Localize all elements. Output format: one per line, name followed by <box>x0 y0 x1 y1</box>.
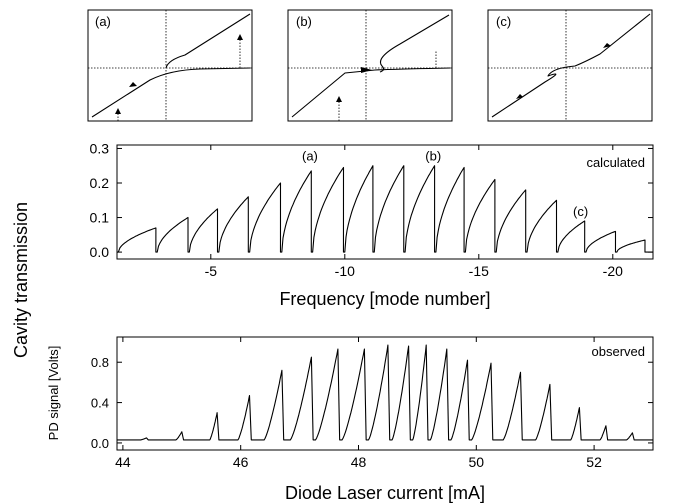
observed-panel: 44 46 48 50 52 0.0 0.4 0.8 observed Diode Laser… <box>46 336 654 503</box>
x-tick-label: 50 <box>469 454 485 470</box>
y-tick-label: 0.3 <box>90 140 110 156</box>
inset-c-frame <box>487 9 653 122</box>
inset-a-arrow-2 <box>115 108 121 114</box>
shared-y-axis-label: Cavity transmission <box>11 202 31 358</box>
y-tick-label: 0.1 <box>90 210 110 226</box>
y-tick-label: 0.4 <box>91 396 109 411</box>
observed-x-axis-label: Diode Laser current [mA] <box>285 483 485 503</box>
y-tick-label: 0.0 <box>90 244 110 260</box>
inset-b-lower-branch <box>291 67 451 118</box>
x-tick-label: -20 <box>603 263 623 279</box>
inset-b: (b) <box>287 9 453 122</box>
x-tick-label: 48 <box>351 454 367 470</box>
inset-c-arrow-2 <box>603 43 611 48</box>
observed-annotation: observed <box>592 344 645 359</box>
inset-a-arrow-3 <box>237 34 243 40</box>
y-tick-label: 0.8 <box>91 355 109 370</box>
x-tick-label: 46 <box>233 454 249 470</box>
y-tick-label: 0.0 <box>91 436 109 451</box>
calculated-trace <box>117 165 653 253</box>
peak-label: (c) <box>573 204 588 219</box>
x-tick-label: 52 <box>586 454 602 470</box>
calculated-annotation: calculated <box>586 155 645 170</box>
observed-frame <box>116 336 654 451</box>
inset-a-arrow-1 <box>129 82 137 87</box>
inset-a: (a) <box>87 9 253 122</box>
inset-a-label: (a) <box>95 14 111 29</box>
calculated-panel: -5 -10 -15 -20 0.0 0.1 0.2 0.3 (a) (b) (c) calcul… <box>90 140 654 309</box>
observed-y-axis-label: PD signal [Volts] <box>46 346 61 441</box>
peak-label: (a) <box>302 149 318 164</box>
inset-c-arrow-1 <box>516 94 523 99</box>
calculated-x-axis-label: Frequency [mode number] <box>279 289 490 309</box>
inset-b-arrow-2 <box>336 96 342 102</box>
inset-c: (c) <box>487 9 653 122</box>
x-tick-label: -10 <box>335 263 355 279</box>
calculated-frame <box>116 144 654 260</box>
calculated-axes: -5 -10 -15 -20 0.0 0.1 0.2 0.3 <box>90 140 653 279</box>
inset-a-lower-branch <box>91 67 251 118</box>
peak-label: (b) <box>425 149 441 164</box>
inset-a-frame <box>87 9 253 122</box>
inset-b-frame <box>287 9 453 122</box>
inset-b-arrow-1 <box>361 67 372 73</box>
x-tick-label: -15 <box>469 263 489 279</box>
observed-trace <box>117 344 653 441</box>
inset-c-branch <box>491 13 651 118</box>
x-tick-label: -5 <box>205 263 218 279</box>
inset-b-label: (b) <box>296 14 312 29</box>
x-tick-label: 44 <box>115 454 131 470</box>
observed-axes: 44 46 48 50 52 0.0 0.4 0.8 <box>91 337 653 470</box>
inset-b-upper-branch <box>379 14 450 73</box>
inset-a-upper-branch <box>165 13 251 69</box>
inset-c-label: (c) <box>496 14 511 29</box>
calculated-peak-labels: (a) (b) (c) <box>302 149 588 219</box>
y-tick-label: 0.2 <box>90 175 110 191</box>
